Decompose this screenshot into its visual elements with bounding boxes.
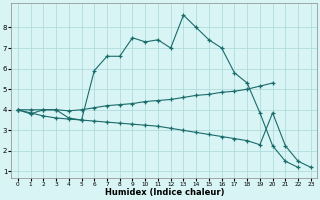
X-axis label: Humidex (Indice chaleur): Humidex (Indice chaleur) <box>105 188 224 197</box>
